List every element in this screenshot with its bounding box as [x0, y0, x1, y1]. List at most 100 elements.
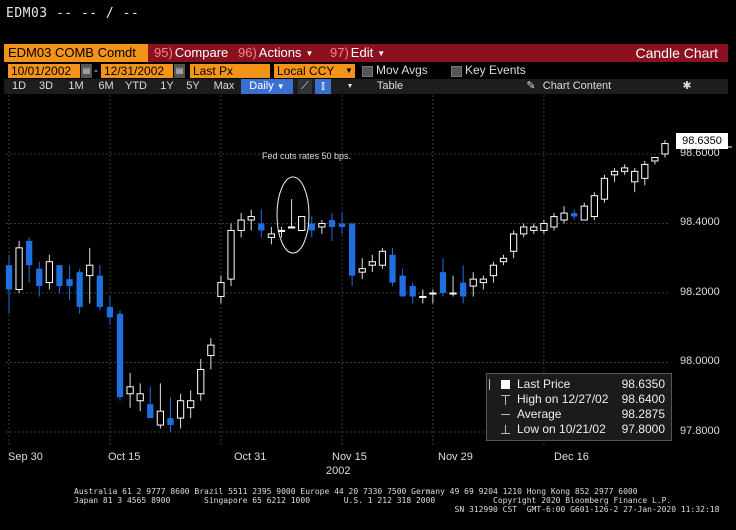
period-1y-button[interactable]: 1Y [160, 80, 174, 92]
candle [167, 397, 174, 432]
candle-body [621, 167, 629, 172]
candle [621, 164, 629, 175]
y-tick-label: 98.0000 [680, 355, 720, 367]
date-separator: - [94, 63, 98, 77]
candle [399, 268, 406, 297]
x-tick-label: Oct 31 [234, 451, 267, 463]
frequency-select[interactable]: Daily ▼ [241, 79, 293, 94]
candle-body [469, 278, 477, 287]
candle [298, 216, 306, 231]
candle [287, 199, 296, 229]
frequency-dropdown-icon: ▼ [276, 82, 285, 91]
candle-body [56, 265, 63, 287]
legend-high: High on 12/27/02 98.6400 [487, 392, 671, 407]
candle [36, 261, 43, 297]
candle [610, 167, 619, 182]
candle-body [217, 282, 225, 297]
legend-low: Low on 10/21/02 97.8000 [487, 422, 671, 437]
candle-body [308, 223, 315, 231]
period-3d-button[interactable]: 3D [38, 80, 54, 92]
start-calendar-icon[interactable]: ▤ [81, 64, 92, 78]
candle [469, 272, 477, 297]
ticker-field[interactable]: EDM03 COMB Comdt [4, 44, 148, 62]
candle-chart[interactable] [0, 95, 736, 465]
candle-body [429, 292, 437, 295]
period-max-button[interactable]: Max [213, 80, 235, 92]
candle [86, 247, 94, 304]
candle [429, 289, 437, 304]
candle-body [277, 229, 286, 232]
candle [479, 275, 487, 290]
candle-body [571, 213, 578, 217]
candle [318, 220, 326, 234]
candle-body [358, 268, 366, 273]
legend-high-value: 98.6400 [621, 392, 665, 406]
candle-body [439, 272, 447, 293]
currency-select[interactable]: Local CCY [274, 64, 344, 78]
security-title-line: EDM03 -- -- / -- [6, 6, 140, 21]
line-chart-icon[interactable]: ⟋ [298, 79, 312, 94]
edit-button[interactable]: 97) Edit ▼ [330, 44, 385, 62]
candle [550, 213, 558, 231]
drag-handle-icon[interactable] [489, 379, 497, 390]
candle-body [36, 268, 43, 287]
candle [499, 254, 508, 266]
footer-contacts: Australia 61 2 9777 8600 Brazil 5511 239… [74, 487, 720, 514]
candle [439, 258, 447, 297]
candle-body [287, 226, 296, 229]
chart-content-button[interactable]: Chart Content [542, 80, 612, 92]
candle-body [550, 216, 558, 228]
currency-dropdown-icon[interactable]: ▼ [343, 64, 355, 78]
candle [136, 383, 144, 412]
period-1d-button[interactable]: 1D [11, 80, 27, 92]
candle [419, 289, 427, 304]
candle [540, 220, 548, 234]
candle [308, 216, 315, 238]
candle [147, 386, 154, 419]
key-events-checkbox[interactable] [451, 66, 462, 77]
edit-number: 97) [330, 45, 349, 60]
period-5y-button[interactable]: 5Y [186, 80, 200, 92]
actions-button[interactable]: 96) Actions ▼ [238, 44, 313, 62]
candle-body [207, 344, 215, 357]
average-marker-icon [501, 414, 510, 415]
start-date-field[interactable]: 10/01/2002 [8, 64, 80, 78]
candle [530, 223, 538, 234]
y-tick-label: 98.2000 [680, 286, 720, 298]
period-ytd-button[interactable]: YTD [125, 80, 147, 92]
candle [358, 258, 366, 280]
candle-body [520, 226, 528, 235]
candle-body [66, 279, 73, 287]
candle [328, 213, 336, 241]
price-field-select[interactable]: Last Px [190, 64, 270, 78]
candle-body [318, 223, 326, 228]
candle [460, 265, 467, 304]
compare-button[interactable]: 95) Compare [154, 44, 228, 62]
table-button[interactable]: Table [376, 80, 404, 92]
candle-body [590, 195, 598, 218]
end-calendar-icon[interactable]: ▤ [174, 64, 185, 78]
candle [56, 265, 63, 293]
settings-gear-icon[interactable]: ✱ [682, 80, 692, 92]
candle-chart-icon[interactable]: ⫾ [315, 79, 331, 94]
period-6m-button[interactable]: 6M [98, 80, 114, 92]
candle-body [328, 220, 336, 227]
period-1m-button[interactable]: 1M [68, 80, 84, 92]
legend-last-price-value: 98.6350 [621, 377, 665, 391]
edit-label: Edit [350, 45, 374, 60]
edit-dropdown-icon: ▼ [377, 48, 386, 58]
candle [5, 254, 13, 314]
candle [349, 223, 356, 287]
candle [641, 160, 649, 186]
edit-pencil-icon[interactable]: ✎ [526, 80, 536, 92]
end-date-field[interactable]: 12/31/2002 [101, 64, 173, 78]
candle [76, 268, 83, 314]
chart-style-dropdown-icon[interactable]: ▼ [346, 83, 354, 90]
chart-legend: Last Price 98.6350 High on 12/27/02 98.6… [486, 373, 672, 441]
mov-avgs-checkbox[interactable] [362, 66, 373, 77]
candle-body [116, 313, 124, 398]
candle-body [156, 410, 165, 426]
candles [5, 140, 669, 432]
candle-body [389, 254, 396, 283]
candle [96, 265, 103, 311]
